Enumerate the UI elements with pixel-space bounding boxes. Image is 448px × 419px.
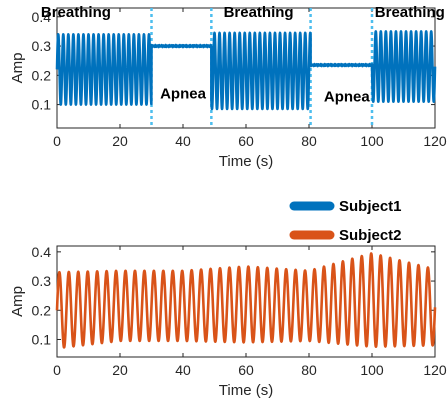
bottom-panel: 0 20 40 60 80 100 120 0.1 0.2 0.3 0.4 Time (s) Amp [9,244,447,399]
y-tick-label: 0.4 [32,244,52,260]
phase-annotation: Breathing [224,4,294,21]
legend: Subject1 Subject2 [289,198,402,244]
top-x-axis-label: Time (s) [219,153,273,170]
legend-subject2-label: Subject2 [339,227,402,244]
top-y-axis-label: Amp [9,53,26,84]
x-tick-label: 80 [301,133,317,149]
phase-annotation: Apnea [324,89,371,106]
subject1-line [55,30,437,111]
x-tick-label: 40 [175,133,191,149]
legend-subject1-label: Subject1 [339,198,402,215]
y-tick-label: 0.4 [32,9,52,25]
subject2-line [55,252,437,349]
x-tick-label: 20 [112,133,128,149]
x-tick-label: 100 [360,362,384,378]
y-tick-label: 0.2 [32,302,52,318]
y-tick-label: 0.2 [32,67,52,83]
bottom-ticks: 0 20 40 60 80 100 120 0.1 0.2 0.3 0.4 [32,244,447,378]
x-tick-label: 40 [175,362,191,378]
phase-annotation: Apnea [160,86,207,103]
top-panel: 0 20 40 60 80 100 120 0.1 0.2 0.3 0.4 Breathing Apn… [9,4,447,170]
x-tick-label: 20 [112,362,128,378]
x-tick-label: 100 [360,133,384,149]
y-tick-label: 0.3 [32,38,52,54]
y-tick-label: 0.1 [32,97,52,113]
bottom-x-axis-label: Time (s) [219,382,273,399]
phase-annotations: Breathing Apnea Breathing Apnea Breathing [41,4,445,106]
x-tick-label: 0 [53,362,61,378]
phase-annotation: Breathing [41,4,111,21]
x-tick-label: 60 [238,362,254,378]
phase-annotation: Breathing [375,4,445,21]
x-tick-label: 80 [301,362,317,378]
y-tick-label: 0.3 [32,273,52,289]
top-ticks: 0 20 40 60 80 100 120 0.1 0.2 0.3 0.4 [32,8,447,149]
x-tick-label: 120 [423,362,447,378]
x-tick-label: 0 [53,133,61,149]
y-tick-label: 0.1 [32,331,52,347]
bottom-y-axis-label: Amp [9,286,26,317]
x-tick-label: 120 [423,133,447,149]
x-tick-label: 60 [238,133,254,149]
